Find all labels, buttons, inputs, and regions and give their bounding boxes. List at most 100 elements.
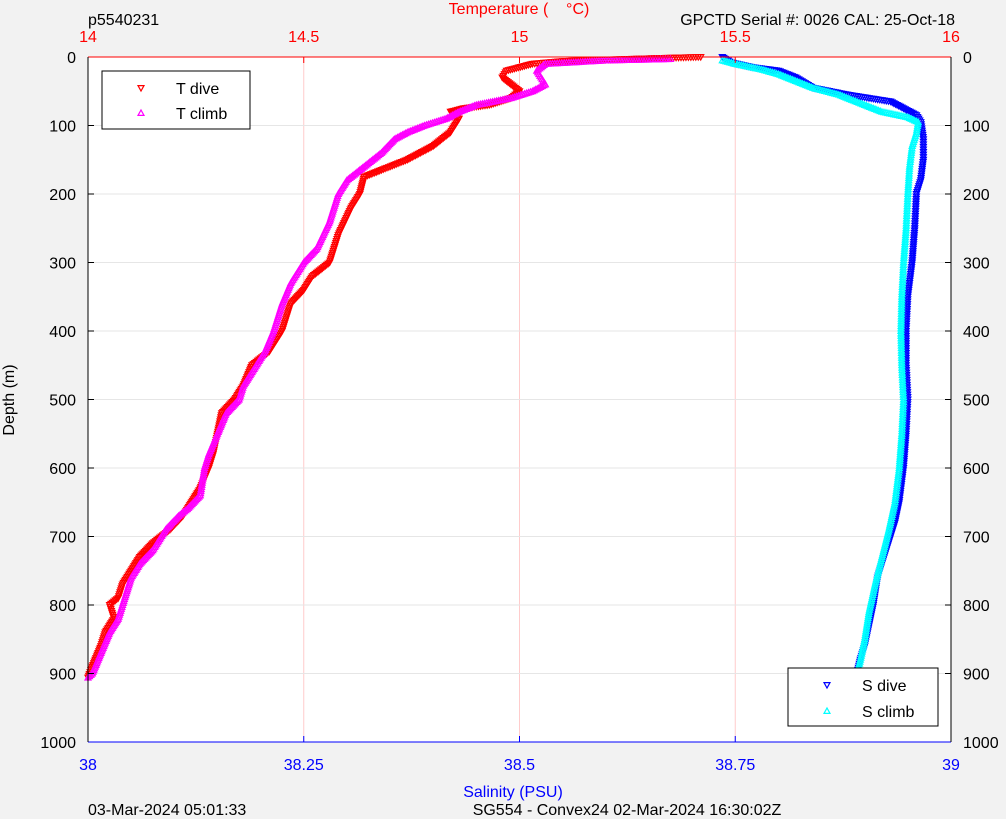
- data-point: [874, 106, 883, 114]
- data-point: [410, 125, 419, 133]
- salinity-tick-label: 39: [942, 757, 960, 774]
- depth-tick-label-left: 800: [49, 598, 76, 615]
- data-point: [458, 106, 467, 114]
- data-point: [791, 76, 800, 84]
- data-point: [541, 80, 550, 88]
- data-point: [533, 84, 542, 92]
- data-point: [411, 124, 420, 132]
- temperature-tick-label: 15: [511, 29, 529, 46]
- data-point: [352, 168, 361, 176]
- data-point: [375, 149, 385, 158]
- depth-tick-label-left: 100: [49, 119, 76, 136]
- data-point: [178, 508, 187, 516]
- data-point: [420, 121, 429, 129]
- legend-marker: [822, 681, 832, 690]
- data-point: [177, 509, 186, 517]
- salinity-tick-label: 38: [79, 757, 97, 774]
- data-point: [779, 71, 788, 80]
- depth-tick-label-right: 700: [963, 530, 990, 547]
- data-point: [803, 81, 812, 89]
- data-point: [522, 88, 531, 97]
- data-point: [453, 108, 462, 116]
- data-point: [430, 118, 439, 126]
- series-t-climb: [83, 54, 675, 681]
- data-point: [445, 112, 454, 120]
- data-point: [909, 115, 918, 123]
- data-point: [351, 169, 360, 177]
- salinity-tick-label: 38.75: [715, 757, 755, 774]
- depth-tick-label-right: 1000: [963, 735, 999, 752]
- data-point: [845, 94, 854, 103]
- data-point: [465, 103, 474, 111]
- temperature-tick-label: 14.5: [288, 29, 319, 46]
- data-point: [432, 117, 441, 125]
- data-point: [834, 90, 843, 98]
- data-point: [360, 162, 369, 170]
- data-point: [442, 114, 451, 122]
- footer-left-label: 03-Mar-2024 05:01:33: [88, 802, 246, 819]
- data-point: [347, 172, 356, 180]
- data-point: [434, 116, 443, 125]
- series-layer: [83, 53, 928, 682]
- data-point: [788, 75, 797, 83]
- data-point: [461, 104, 471, 113]
- data-point: [520, 89, 529, 97]
- data-point: [777, 71, 786, 79]
- data-point: [422, 120, 431, 128]
- data-point: [907, 114, 916, 122]
- data-point: [396, 131, 405, 139]
- depth-tick-label-left: 0: [67, 50, 76, 67]
- data-point: [345, 173, 354, 182]
- data-point: [180, 507, 189, 515]
- tick-labels: 14 38 14.5 38.25 15 38.5 15.5 38.75 16 39 0 0 100 100…: [40, 29, 998, 774]
- temperature-tick-label: 14: [79, 29, 97, 46]
- data-point: [181, 506, 190, 514]
- data-point: [876, 106, 885, 115]
- depth-tick-label-right: 800: [963, 598, 990, 615]
- data-point: [795, 78, 804, 86]
- data-point: [853, 97, 862, 106]
- data-point: [455, 107, 464, 115]
- data-point: [440, 115, 449, 123]
- data-point: [363, 160, 372, 168]
- data-point: [428, 118, 437, 127]
- data-point: [176, 510, 185, 518]
- data-point: [526, 87, 535, 95]
- data-point: [910, 116, 919, 124]
- data-point: [541, 59, 550, 67]
- data-point: [450, 110, 459, 118]
- data-point: [355, 165, 364, 174]
- data-point: [869, 104, 878, 112]
- salinity-tick-label: 38.5: [504, 757, 535, 774]
- data-point: [508, 93, 517, 101]
- data-point: [395, 132, 404, 140]
- data-point: [370, 154, 379, 162]
- data-point: [467, 102, 476, 111]
- data-point: [793, 77, 802, 85]
- data-point: [344, 174, 353, 183]
- legend-marker: [136, 108, 146, 117]
- depth-tick-label-right: 600: [963, 461, 990, 478]
- data-point: [840, 92, 849, 100]
- data-point: [451, 109, 460, 117]
- data-point: [424, 120, 433, 128]
- legend-label: T climb: [176, 106, 227, 123]
- data-point: [391, 134, 401, 142]
- data-point: [538, 61, 547, 70]
- depth-axis-title: Depth (m): [1, 364, 18, 435]
- depth-tick-label-right: 400: [963, 324, 990, 341]
- data-point: [512, 91, 521, 100]
- data-point: [844, 94, 853, 102]
- data-point: [536, 82, 545, 90]
- depth-tick-label-left: 300: [49, 256, 76, 273]
- data-point: [472, 100, 481, 108]
- data-point: [413, 124, 422, 132]
- legend-label: S dive: [862, 678, 907, 695]
- data-point: [531, 85, 540, 93]
- header-left-label: p5540231: [88, 12, 159, 29]
- data-point: [417, 122, 426, 130]
- data-point: [774, 69, 783, 78]
- data-point: [183, 504, 192, 513]
- data-point: [842, 93, 851, 101]
- data-point: [805, 82, 814, 90]
